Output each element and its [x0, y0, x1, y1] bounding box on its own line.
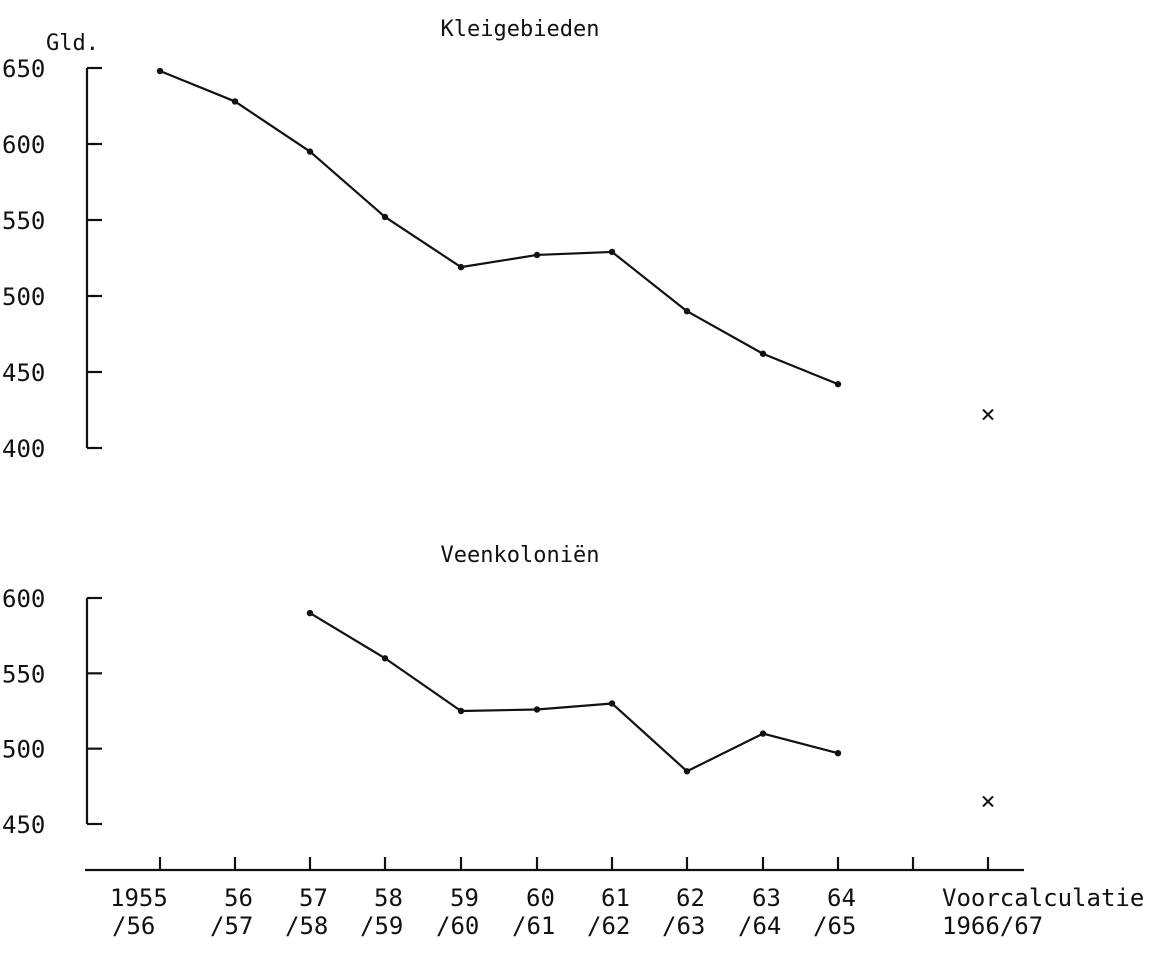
data-point	[306, 609, 314, 617]
data-point	[608, 248, 616, 256]
data-point	[834, 749, 842, 757]
data-point	[759, 730, 767, 737]
x-tick-label: 62	[676, 884, 705, 912]
x-tick-label: 57	[299, 884, 328, 912]
forecast-kleigebieden	[982, 408, 994, 421]
x-tick-label: /61	[512, 912, 555, 940]
data-point	[457, 707, 465, 715]
forecast-marker	[982, 795, 994, 808]
data-point	[381, 655, 389, 662]
x-tick-label: /63	[662, 912, 705, 940]
x-tick-label: 61	[601, 884, 630, 912]
x-tick-label: /62	[587, 912, 630, 940]
series-line-kleigebieden	[159, 70, 839, 386]
x-tick-label: 1955	[110, 884, 168, 912]
x-axis: 1955/5656/5757/5858/5959/6060/6161/6262/…	[85, 857, 1144, 940]
data-point	[683, 768, 691, 775]
x-tick-label: /58	[285, 912, 328, 940]
data-point	[834, 380, 842, 388]
forecast-veenkolonien	[982, 795, 994, 808]
forecast-marker	[982, 408, 994, 421]
data-point	[533, 706, 541, 713]
panel-kleigebieden: Kleigebieden Gld. 650 600 550 500 450 400	[2, 17, 994, 463]
x-tick-label: Voorcalculatie	[942, 884, 1144, 912]
y-tick-label: 450	[2, 811, 45, 839]
data-point	[533, 251, 541, 259]
y-tick-label: 550	[2, 660, 45, 688]
data-point	[156, 67, 164, 75]
panel-title-kleigebieden: Kleigebieden	[441, 17, 600, 42]
data-point	[381, 213, 389, 221]
data-points-veenkolonien	[306, 609, 842, 775]
panel-title-veenkolonien: Veenkoloniën	[441, 543, 600, 568]
y-tick-label: 500	[2, 283, 45, 311]
data-point	[759, 350, 767, 357]
panel-veenkolonien: Veenkoloniën 600 550 500 450	[2, 543, 994, 839]
x-tick-label: 1966/67	[942, 912, 1043, 940]
x-tick-label: 63	[752, 884, 781, 912]
data-points-kleigebieden	[156, 67, 842, 388]
x-tick-label: 59	[450, 884, 479, 912]
data-point	[683, 308, 691, 315]
data-point	[457, 263, 465, 271]
y-ticks-veenkolonien: 600 550 500 450	[2, 585, 102, 839]
y-ticks-kleigebieden: 650 600 550 500 450 400	[2, 55, 102, 463]
y-tick-label: 400	[2, 435, 45, 463]
x-tick-label: 60	[526, 884, 555, 912]
x-tick-label: /60	[436, 912, 479, 940]
data-point	[231, 98, 239, 105]
data-point	[608, 700, 616, 707]
x-tick-label: /56	[112, 912, 155, 940]
series-line-veenkolonien	[309, 612, 839, 773]
x-tick-label: /57	[210, 912, 253, 940]
y-tick-label: 500	[2, 736, 45, 764]
x-tick-label: /64	[738, 912, 781, 940]
x-tick-label: 58	[374, 884, 403, 912]
y-tick-label: 600	[2, 585, 45, 613]
y-tick-label: 650	[2, 55, 45, 83]
x-ticks: 1955/5656/5757/5858/5959/6060/6161/6262/…	[110, 857, 1144, 940]
y-unit-label: Gld.	[46, 31, 99, 56]
x-tick-label: 64	[827, 884, 856, 912]
x-tick-label: 56	[224, 884, 253, 912]
x-tick-label: /65	[813, 912, 856, 940]
y-tick-label: 450	[2, 359, 45, 387]
data-point	[306, 148, 314, 155]
y-tick-label: 550	[2, 207, 45, 235]
x-tick-label: /59	[360, 912, 403, 940]
y-tick-label: 600	[2, 131, 45, 159]
